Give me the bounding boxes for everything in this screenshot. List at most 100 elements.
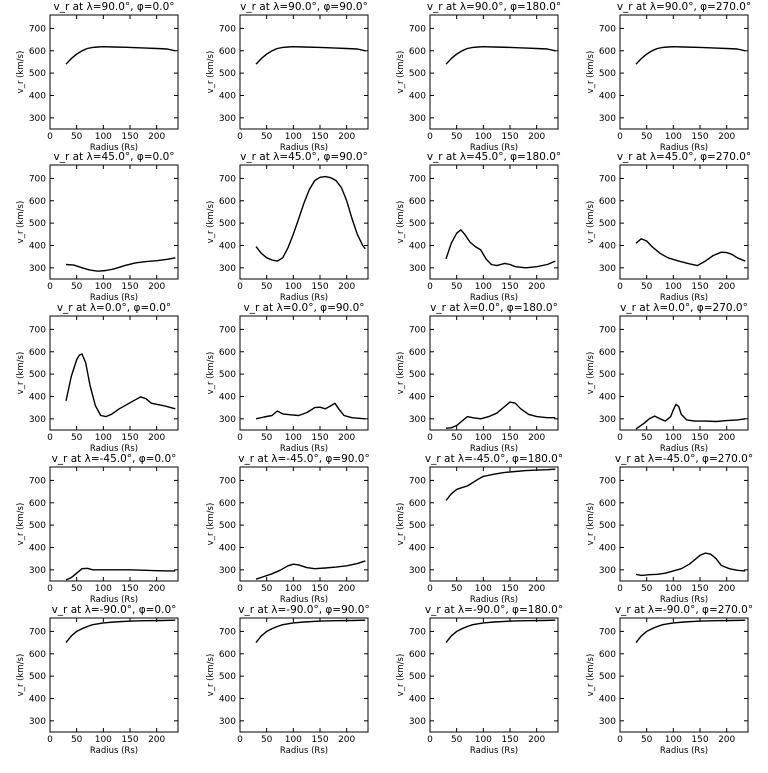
x-axis-label: Radius (Rs) [660,595,708,605]
y-tick-label: 300 [599,114,616,124]
y-tick-label: 300 [29,114,46,124]
panel-title: v_r at λ=90.0°, φ=90.0° [240,1,368,13]
series-line [255,619,366,644]
panel-5-4: v_r at λ=-90.0°, φ=270.0° 0 50 100 150 200 300… [586,604,753,756]
series-line [445,229,556,269]
y-tick-label: 600 [599,197,616,207]
series-line [445,619,556,644]
y-tick-label: 500 [29,69,46,79]
y-tick-label: 300 [29,566,46,576]
x-tick-label: 100 [665,584,682,594]
x-tick-label: 0 [237,132,243,142]
x-tick-label: 150 [311,132,328,142]
x-tick-label: 50 [261,735,273,745]
y-tick-label: 600 [409,650,426,660]
y-tick-label: 400 [409,694,426,704]
x-tick-label: 0 [427,282,433,292]
x-axis-label: Radius (Rs) [660,746,708,756]
x-tick-label: 50 [641,282,653,292]
x-tick-label: 0 [237,735,243,745]
y-tick-label: 500 [599,521,616,531]
x-axis-label: Radius (Rs) [660,143,708,153]
panel-2-3: v_r at λ=45.0°, φ=180.0° 0 50 100 150 200 300 4… [396,151,561,303]
y-tick-label: 300 [599,415,616,425]
y-tick-label: 400 [599,392,616,402]
y-axis-label: v_r (km/s) [16,201,26,244]
x-tick-label: 100 [95,735,112,745]
y-tick-label: 300 [29,415,46,425]
panel-3-2: v_r at λ=0.0°, φ=90.0° 0 50 100 150 200 300 400… [206,302,369,454]
x-tick-label: 100 [475,433,492,443]
x-axis-label: Radius (Rs) [280,293,328,303]
y-tick-label: 600 [599,348,616,358]
y-tick-label: 300 [219,114,236,124]
y-tick-label: 700 [219,325,236,335]
x-tick-label: 50 [71,584,83,594]
x-tick-label: 150 [691,735,708,745]
x-axis-label: Radius (Rs) [90,595,138,605]
x-tick-label: 200 [338,282,355,292]
x-tick-label: 200 [148,282,165,292]
y-axis-label: v_r (km/s) [16,654,26,697]
plot-frame [49,466,179,582]
panel-title: v_r at λ=0.0°, φ=0.0° [57,302,171,314]
y-tick-label: 600 [219,348,236,358]
x-tick-label: 200 [528,282,545,292]
series-line [255,560,366,580]
y-tick-label: 700 [599,325,616,335]
series-line [65,619,176,644]
x-axis-label: Radius (Rs) [470,595,518,605]
x-tick-label: 150 [691,132,708,142]
x-tick-label: 150 [311,282,328,292]
plot-frame [619,164,749,280]
x-tick-label: 150 [311,584,328,594]
x-tick-label: 50 [71,282,83,292]
y-tick-label: 400 [219,241,236,251]
y-tick-label: 600 [599,47,616,57]
x-tick-label: 150 [691,433,708,443]
series-line [255,175,366,262]
y-tick-label: 500 [599,672,616,682]
y-tick-label: 300 [409,717,426,727]
x-tick-label: 50 [451,735,463,745]
y-axis-label: v_r (km/s) [396,503,406,546]
y-axis-label: v_r (km/s) [586,352,596,395]
x-tick-label: 200 [718,735,735,745]
y-tick-label: 600 [409,47,426,57]
panel-title: v_r at λ=-45.0°, φ=180.0° [425,453,563,465]
x-axis-label: Radius (Rs) [280,595,328,605]
y-tick-label: 400 [219,694,236,704]
x-tick-label: 200 [718,584,735,594]
y-tick-label: 400 [29,91,46,101]
series-line [635,46,746,65]
x-tick-label: 50 [261,584,273,594]
y-axis-label: v_r (km/s) [396,654,406,697]
y-tick-label: 600 [29,47,46,57]
panel-2-4: v_r at λ=45.0°, φ=270.0° 0 50 100 150 200 300 4… [586,151,751,303]
x-tick-label: 150 [121,433,138,443]
x-tick-label: 50 [451,584,463,594]
x-tick-label: 0 [237,282,243,292]
x-tick-label: 200 [338,584,355,594]
y-tick-label: 600 [29,197,46,207]
y-tick-label: 500 [219,521,236,531]
x-tick-label: 150 [501,584,518,594]
x-axis-label: Radius (Rs) [90,143,138,153]
x-tick-label: 0 [617,282,623,292]
panel-2-2: v_r at λ=45.0°, φ=90.0° 0 50 100 150 200 300 40… [206,151,369,303]
series-line [445,468,556,501]
x-tick-label: 200 [148,132,165,142]
x-tick-label: 150 [501,433,518,443]
panel-4-1: v_r at λ=-45.0°, φ=0.0° 0 50 100 150 200 300 40… [16,453,179,605]
y-tick-label: 400 [29,543,46,553]
series-line [65,567,176,581]
y-axis-label: v_r (km/s) [396,352,406,395]
y-tick-label: 700 [409,174,426,184]
x-tick-label: 200 [148,433,165,443]
x-tick-label: 100 [285,735,302,745]
y-tick-label: 700 [409,24,426,34]
x-tick-label: 100 [475,132,492,142]
y-tick-label: 600 [219,499,236,509]
plot-frame [49,14,179,130]
y-tick-label: 300 [409,415,426,425]
